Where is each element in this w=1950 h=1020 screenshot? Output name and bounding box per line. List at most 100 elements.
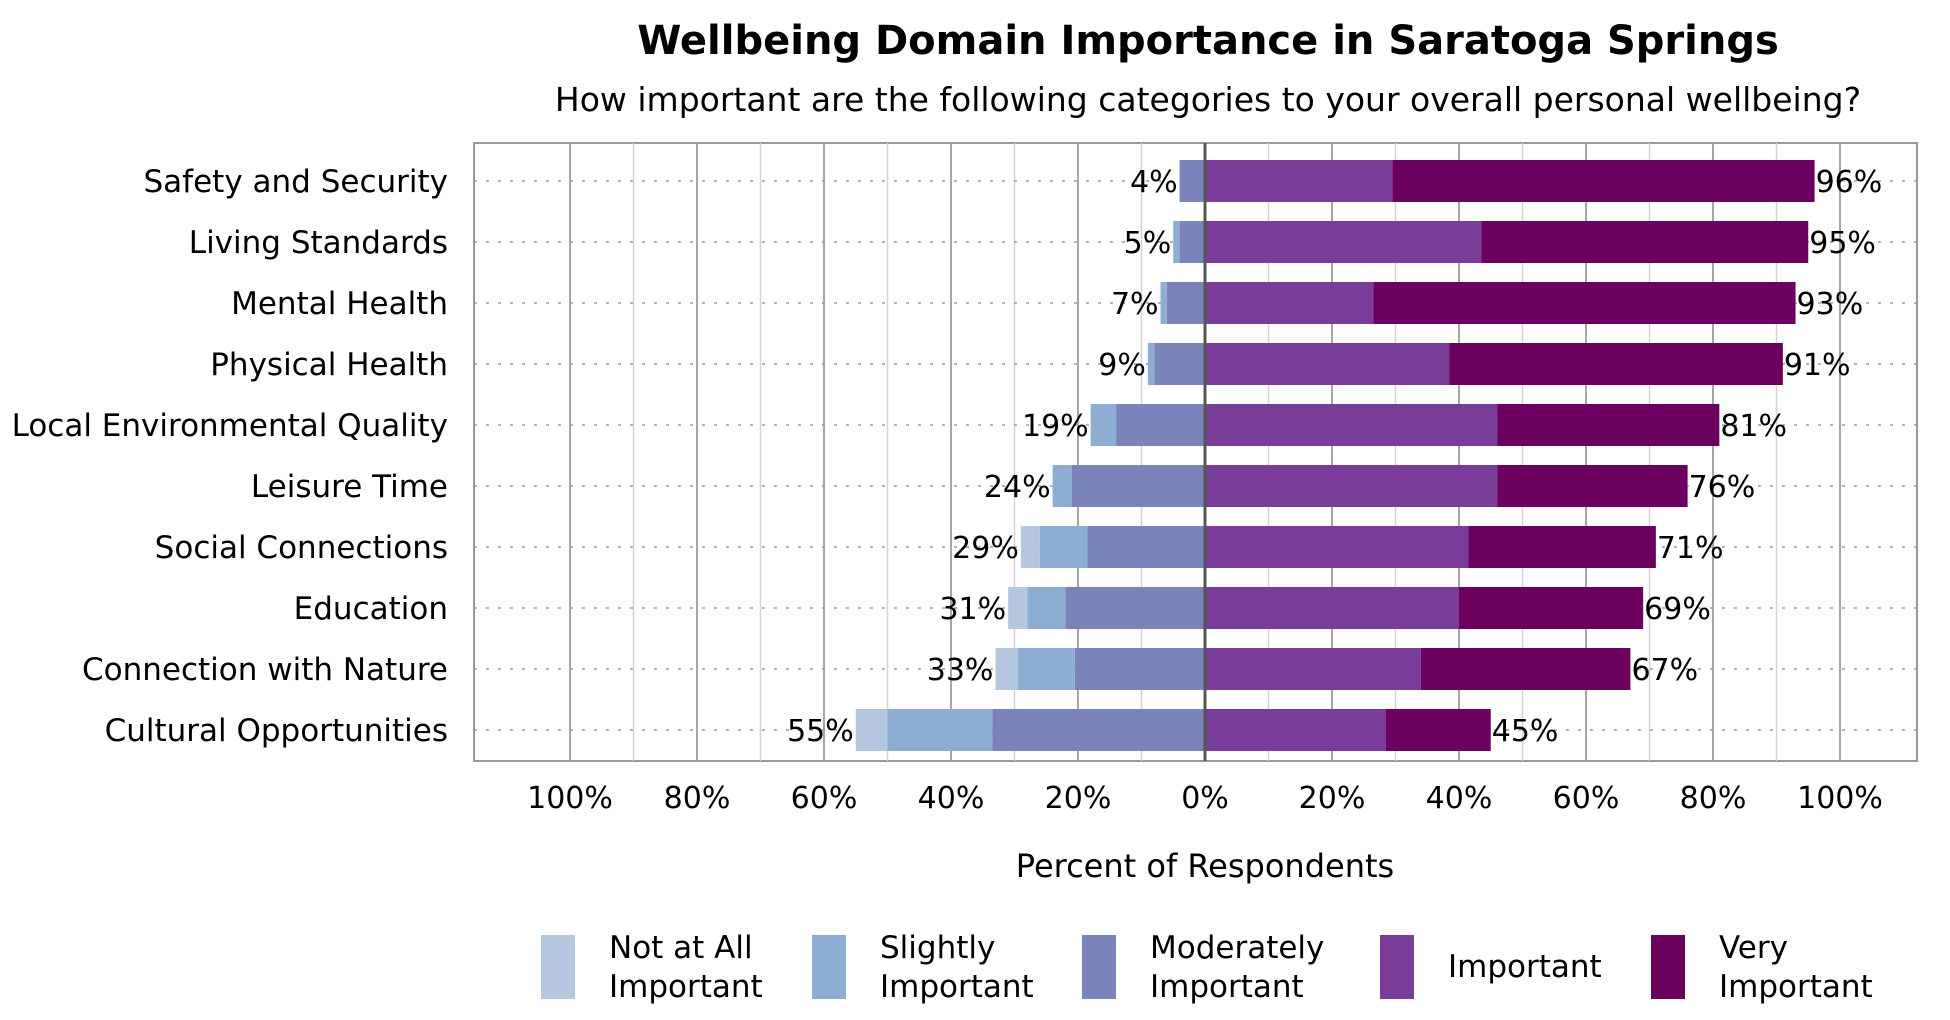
legend-swatch bbox=[1082, 935, 1116, 999]
left-total-label: 31% bbox=[939, 592, 1006, 627]
bar-segment bbox=[1179, 221, 1205, 263]
bar-segment bbox=[1020, 526, 1040, 568]
bar-segment bbox=[1205, 221, 1482, 263]
left-total-label: 7% bbox=[1111, 287, 1159, 322]
bar-segment bbox=[1154, 343, 1205, 385]
bar-segment bbox=[1205, 160, 1393, 202]
bar-segment bbox=[1065, 587, 1205, 629]
left-total-label: 5% bbox=[1124, 226, 1172, 261]
bar-segment bbox=[1449, 343, 1783, 385]
left-total-label: 29% bbox=[952, 531, 1019, 566]
x-tick-label: 100% bbox=[1797, 781, 1883, 816]
legend-label: Important bbox=[1448, 949, 1602, 985]
bar-segment bbox=[1071, 465, 1205, 507]
right-total-label: 81% bbox=[1720, 409, 1787, 444]
bar-segment bbox=[1205, 648, 1421, 690]
legend-label: Important bbox=[1719, 969, 1873, 1005]
category-labels: Safety and Security Living Standards Menta… bbox=[12, 164, 448, 749]
right-total-label: 71% bbox=[1657, 531, 1724, 566]
bar-segment bbox=[992, 709, 1205, 751]
left-total-label: 33% bbox=[927, 653, 994, 688]
bar-segment bbox=[1420, 648, 1631, 690]
x-tick-label: 60% bbox=[1553, 781, 1620, 816]
chart-subtitle: How important are the following categori… bbox=[555, 80, 1861, 119]
category-label: Social Connections bbox=[155, 530, 448, 566]
left-total-label: 55% bbox=[787, 714, 854, 749]
bar-segment bbox=[1497, 404, 1720, 446]
x-tick-label: 60% bbox=[791, 781, 858, 816]
bar-segment bbox=[1205, 465, 1498, 507]
bar-segment bbox=[1205, 404, 1498, 446]
legend-label: Important bbox=[880, 969, 1034, 1005]
category-label: Safety and Security bbox=[144, 164, 449, 200]
left-total-label: 9% bbox=[1098, 348, 1146, 383]
bar-segment bbox=[1087, 526, 1205, 568]
x-tick-label: 0% bbox=[1181, 781, 1229, 816]
bar-segment bbox=[1027, 587, 1066, 629]
right-total-label: 91% bbox=[1784, 348, 1851, 383]
bar-segment bbox=[1205, 587, 1459, 629]
legend-label: Moderately bbox=[1150, 930, 1324, 966]
legend-label: Very bbox=[1719, 930, 1788, 966]
bar-segment bbox=[1039, 526, 1088, 568]
category-label: Living Standards bbox=[189, 225, 448, 261]
right-total-label: 45% bbox=[1492, 714, 1559, 749]
right-total-label: 76% bbox=[1689, 470, 1756, 505]
x-tick-labels: 100% 80% 60% 40% 20% 0% 20% 40% 60% 80% 100% bbox=[527, 781, 1883, 816]
bar-segment bbox=[1116, 404, 1205, 446]
bar-segment bbox=[1090, 404, 1117, 446]
legend-label: Important bbox=[1150, 969, 1304, 1005]
x-tick-label: 40% bbox=[1426, 781, 1493, 816]
category-label: Education bbox=[294, 591, 448, 627]
bar-segment bbox=[1166, 282, 1205, 324]
bar-segment bbox=[1017, 648, 1075, 690]
right-total-label: 69% bbox=[1644, 592, 1711, 627]
x-tick-label: 80% bbox=[664, 781, 731, 816]
category-label: Connection with Nature bbox=[82, 652, 448, 688]
bar-segment bbox=[1074, 648, 1205, 690]
bar-segment bbox=[1373, 282, 1796, 324]
bar-segment bbox=[855, 709, 888, 751]
legend-swatch bbox=[541, 935, 575, 999]
legend-swatch bbox=[1651, 935, 1685, 999]
bar-segment bbox=[1392, 160, 1815, 202]
bar-segment bbox=[1385, 709, 1491, 751]
left-total-label: 24% bbox=[984, 470, 1051, 505]
category-label: Local Environmental Quality bbox=[12, 408, 448, 444]
bar-segment bbox=[1468, 526, 1656, 568]
bar-segment bbox=[1497, 465, 1688, 507]
right-total-label: 96% bbox=[1816, 165, 1883, 200]
right-total-label: 93% bbox=[1797, 287, 1864, 322]
legend-label: Important bbox=[609, 969, 763, 1005]
bar-segment bbox=[1205, 709, 1386, 751]
bar-segment bbox=[1147, 343, 1155, 385]
legend-swatch bbox=[812, 935, 846, 999]
bar-segment bbox=[1205, 343, 1450, 385]
category-label: Physical Health bbox=[210, 347, 448, 383]
x-tick-label: 100% bbox=[527, 781, 613, 816]
bar-segment bbox=[1205, 526, 1469, 568]
bar-segment bbox=[995, 648, 1018, 690]
legend-label: Not at All bbox=[609, 930, 753, 966]
legend: Not at AllImportantSlightlyImportantMode… bbox=[541, 930, 1873, 1005]
data-labels: 4% 96% 5% 95% 7% 93% 9% 91% 19% 81% 24% 76% 29% 71% 31… bbox=[787, 165, 1882, 749]
bar-segment bbox=[1160, 282, 1167, 324]
bar-segment bbox=[1008, 587, 1028, 629]
x-tick-label: 20% bbox=[1299, 781, 1366, 816]
x-tick-label: 20% bbox=[1045, 781, 1112, 816]
right-total-label: 67% bbox=[1631, 653, 1698, 688]
category-label: Leisure Time bbox=[251, 469, 448, 505]
x-tick-label: 40% bbox=[918, 781, 985, 816]
chart-title: Wellbeing Domain Importance in Saratoga … bbox=[637, 18, 1779, 64]
bar-segment bbox=[1173, 221, 1180, 263]
bar-segment bbox=[1481, 221, 1809, 263]
x-tick-label: 80% bbox=[1680, 781, 1747, 816]
bar-segment bbox=[887, 709, 993, 751]
bar-segment bbox=[1179, 160, 1205, 202]
left-total-label: 4% bbox=[1130, 165, 1178, 200]
legend-label: Slightly bbox=[880, 930, 995, 966]
left-total-label: 19% bbox=[1022, 409, 1089, 444]
legend-swatch bbox=[1380, 935, 1414, 999]
bar-segment bbox=[1052, 465, 1072, 507]
